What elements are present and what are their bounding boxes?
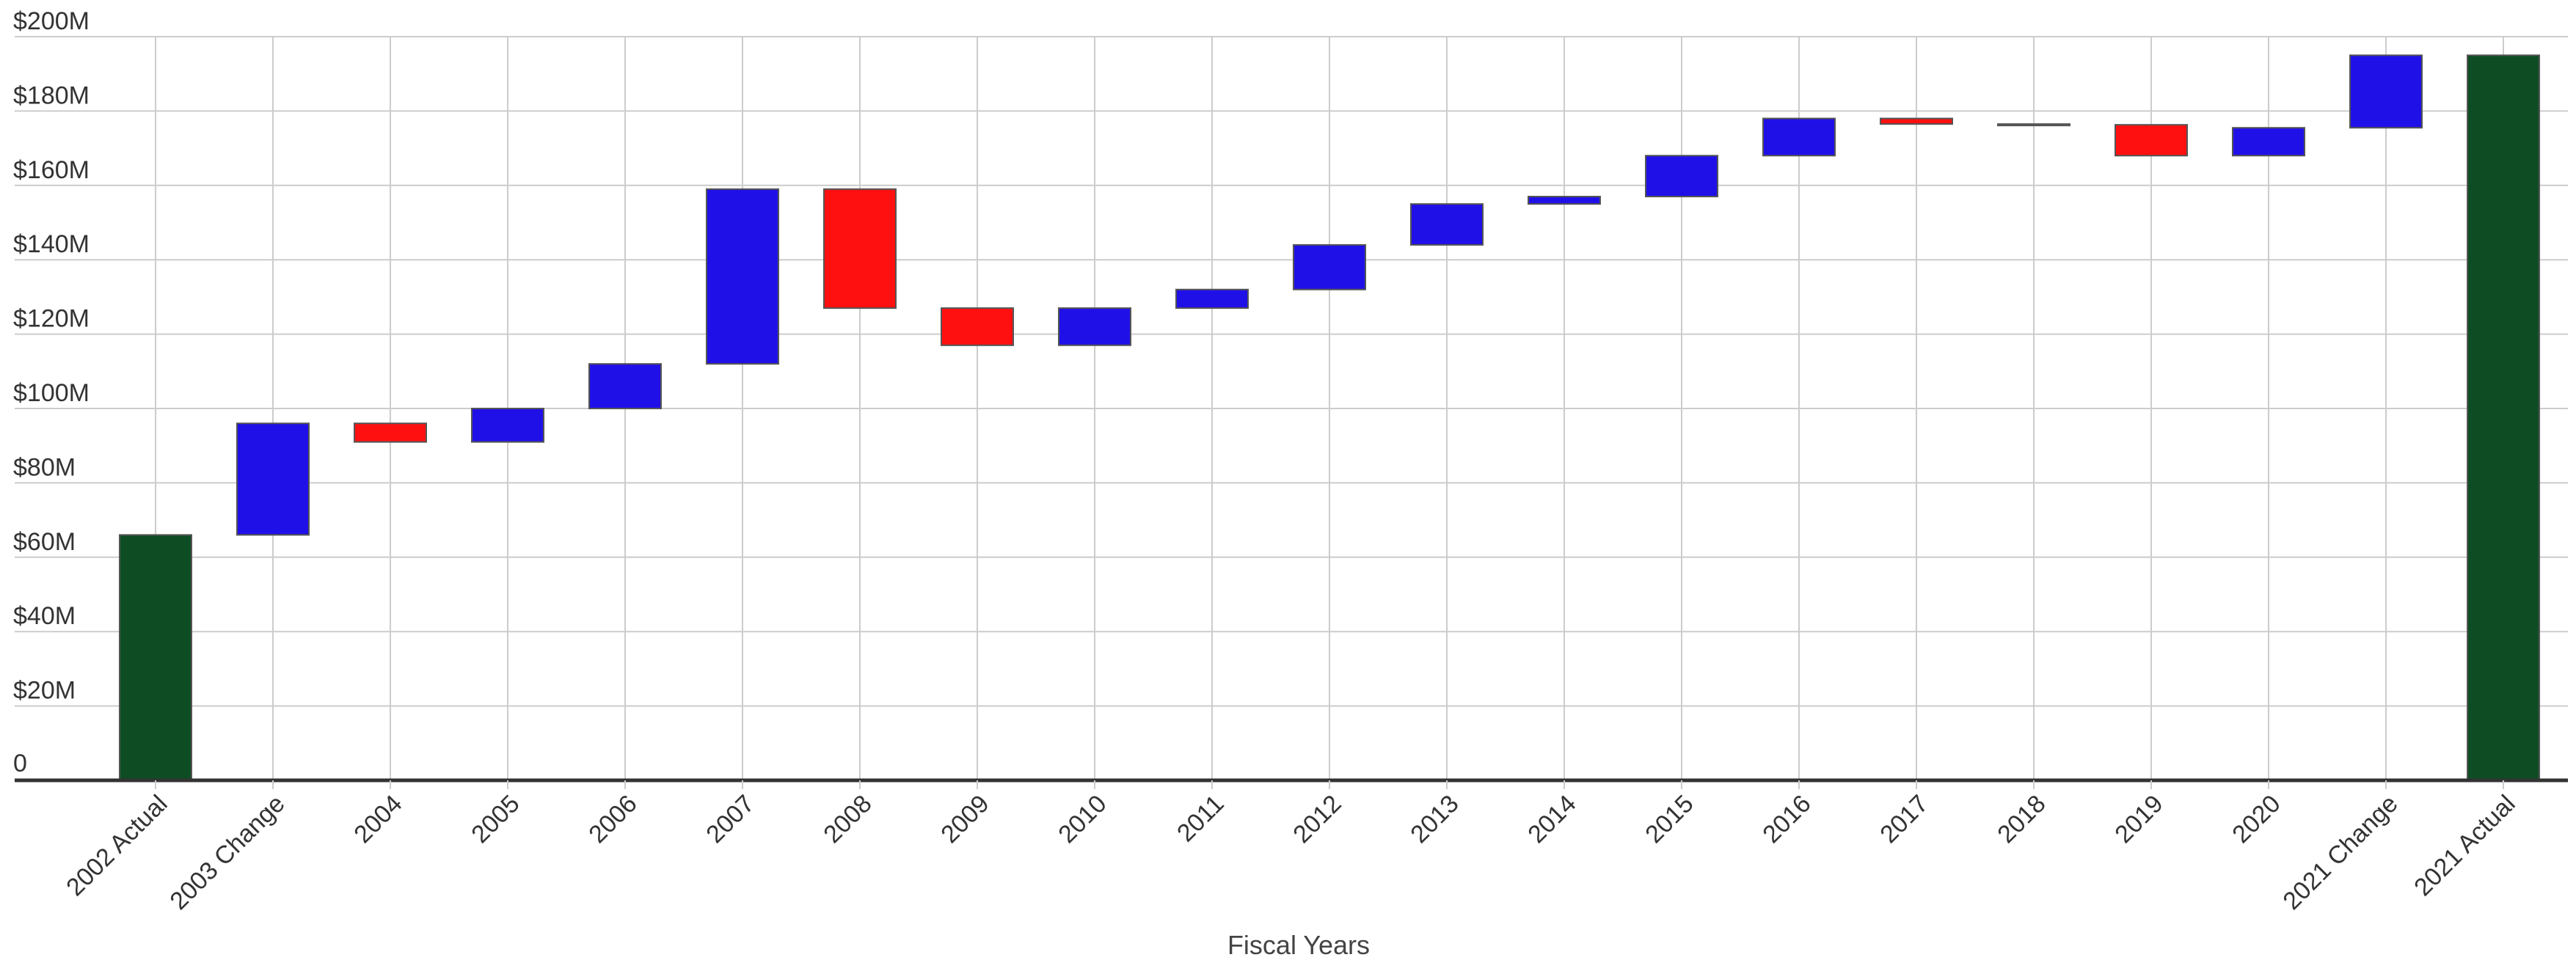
bar-2009 bbox=[941, 307, 1014, 346]
y-axis-ticks: 0 $20M $40M $60M $80M $100M $120M $140M $160M $18… bbox=[13, 7, 90, 777]
bar-2013 bbox=[1410, 203, 1484, 246]
y-tick-label: $100M bbox=[13, 379, 90, 407]
y-tick-label: 0 bbox=[13, 750, 27, 777]
x-tick-label: 2016 bbox=[1757, 790, 1816, 849]
x-tick-label: 2020 bbox=[2227, 790, 2285, 849]
bar-2005 bbox=[471, 408, 544, 443]
bar-2018 bbox=[1997, 123, 2070, 127]
bar-2006 bbox=[588, 363, 662, 410]
bar-2019 bbox=[2115, 124, 2188, 157]
x-tick-label: 2019 bbox=[2109, 790, 2168, 849]
y-tick-label: $120M bbox=[13, 305, 90, 333]
x-tick-label: 2006 bbox=[583, 790, 642, 849]
y-tick-label: $40M bbox=[13, 602, 76, 630]
x-tick-label: 2018 bbox=[1992, 790, 2051, 849]
bar-2015 bbox=[1645, 155, 1718, 198]
x-tick-label: 2004 bbox=[349, 790, 407, 849]
x-tick-label: 2008 bbox=[818, 790, 877, 849]
x-tick-label: 2005 bbox=[466, 790, 525, 849]
y-tick-label: $140M bbox=[13, 230, 90, 258]
bar-2021-actual bbox=[2467, 54, 2540, 782]
y-tick-label: $200M bbox=[13, 7, 90, 35]
bar-2007 bbox=[706, 188, 779, 365]
bar-2004 bbox=[354, 422, 427, 443]
x-tick-label: 2021 Actual bbox=[2409, 790, 2521, 902]
y-tick-label: $80M bbox=[13, 453, 76, 481]
x-tick-label: 2017 bbox=[1875, 790, 1933, 849]
y-tick-label: $60M bbox=[13, 528, 76, 556]
y-tick-label: $160M bbox=[13, 156, 90, 184]
x-tick-label: 2007 bbox=[701, 790, 759, 849]
bar-2020 bbox=[2232, 127, 2305, 157]
bar-2012 bbox=[1293, 243, 1366, 290]
bar-2017 bbox=[1880, 117, 1953, 125]
bar-2016 bbox=[1762, 117, 1836, 157]
x-tick-label: 2009 bbox=[935, 790, 994, 849]
bar-2003-change bbox=[236, 422, 310, 536]
bar-2008 bbox=[823, 188, 897, 309]
x-tick-label: 2011 bbox=[1172, 790, 1230, 848]
bar-2014 bbox=[1528, 196, 1601, 205]
bar-2002-actual bbox=[119, 534, 192, 781]
x-tick-label: 2010 bbox=[1053, 790, 1112, 849]
x-tick-label: 2012 bbox=[1288, 790, 1346, 849]
x-axis-title: Fiscal Years bbox=[1227, 930, 1370, 960]
y-tick-label: $20M bbox=[13, 677, 76, 705]
bar-2021-change bbox=[2349, 54, 2423, 129]
x-tick-label: 2015 bbox=[1640, 790, 1699, 849]
x-tick-label: 2002 Actual bbox=[61, 790, 173, 902]
bars bbox=[119, 54, 2540, 782]
bar-2011 bbox=[1175, 288, 1249, 309]
x-tick-label: 2013 bbox=[1405, 790, 1464, 849]
x-tick-label: 2021 Change bbox=[2277, 790, 2403, 915]
x-tick-label: 2014 bbox=[1522, 790, 1581, 849]
x-tick-label: 2003 Change bbox=[164, 790, 290, 915]
bar-2010 bbox=[1058, 307, 1131, 346]
y-tick-label: $180M bbox=[13, 81, 90, 109]
